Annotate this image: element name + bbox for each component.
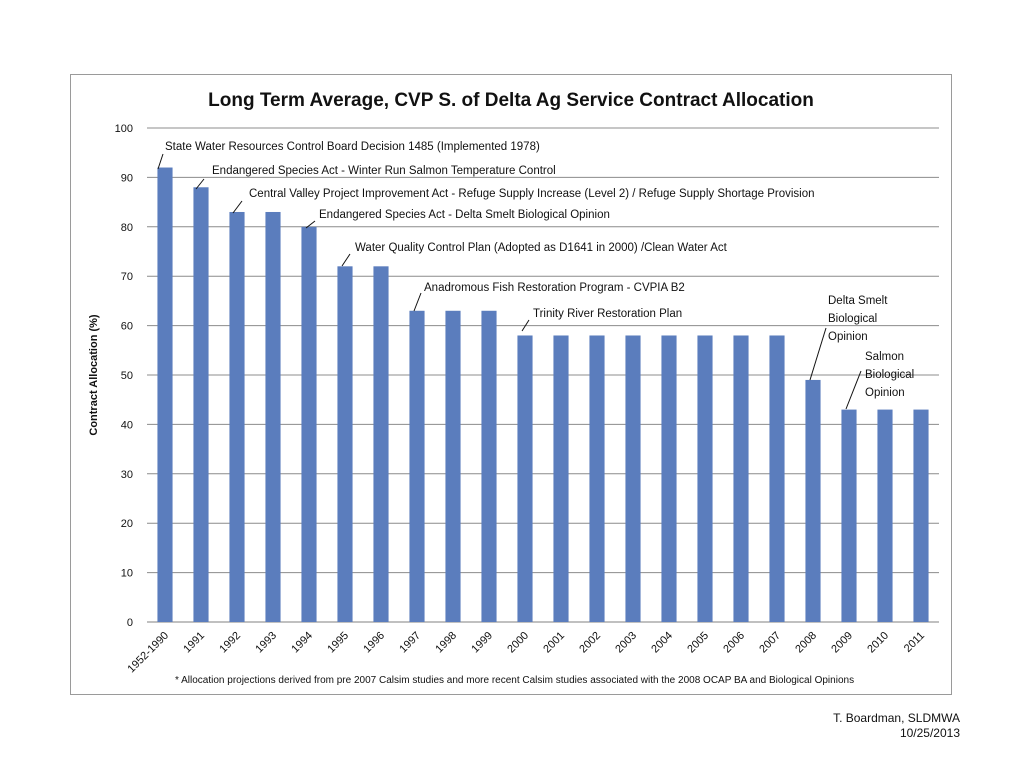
annotation-label: Endangered Species Act - Winter Run Salm… [212,165,556,177]
annotation-leader [157,153,164,170]
x-tick-label: 1997 [397,630,423,656]
y-tick-label: 10 [121,568,133,580]
x-tick-label: 2000 [505,630,531,656]
annotation-label: Opinion [865,387,905,399]
y-tick-label: 90 [121,172,133,184]
y-tick-label: 30 [121,469,133,481]
x-tick-label: 1993 [253,630,279,656]
bar [589,335,605,622]
annotation-label: Central Valley Project Improvement Act -… [249,188,815,200]
x-tick-label: 1994 [289,630,315,656]
annotation-leader [845,370,862,410]
x-tick-label: 1991 [181,630,207,656]
x-tick-label: 2006 [721,630,747,656]
x-tick-label: 2008 [793,630,819,656]
x-tick-label: 1952-1990 [125,630,171,676]
y-tick-label: 100 [115,123,133,135]
annotation-label: Opinion [828,331,868,343]
bar [301,226,317,623]
annotation-label: Trinity River Restoration Plan [533,308,682,320]
y-tick-label: 50 [121,370,133,382]
x-tick-label: 1996 [361,630,387,656]
x-tick-label: 1998 [433,630,459,656]
y-tick-label: 80 [121,222,133,234]
annotation-label: Delta Smelt [828,295,888,307]
x-tick-label: 2010 [865,630,891,656]
bar [517,335,533,622]
bar [841,409,857,622]
bar-chart: Long Term Average, CVP S. of Delta Ag Se… [88,90,939,686]
bar [337,266,353,622]
annotation-label: Biological [865,369,914,381]
x-tick-label: 2011 [902,630,927,655]
bar [157,167,173,622]
x-tick-label: 1999 [469,630,495,656]
x-tick-label: 1995 [325,630,351,656]
bar [265,211,281,623]
bar [913,409,929,622]
x-tick-label: 2005 [685,630,711,656]
x-tick-label: 2004 [649,630,675,656]
bar [409,310,425,622]
annotation-leader [521,319,530,332]
bar [445,310,461,622]
annotation-label: Salmon [865,351,904,363]
y-tick-label: 70 [121,271,133,283]
bar [661,335,677,622]
annotation-leader [232,200,243,214]
annotation-label: Anadromous Fish Restoration Program - CV… [424,282,685,294]
annotation-label: Water Quality Control Plan (Adopted as D… [355,242,728,254]
credit-author: T. Boardman, SLDMWA [833,711,960,725]
annotation-leader [809,327,827,381]
chart-frame: Long Term Average, CVP S. of Delta Ag Se… [70,74,952,695]
annotation-leader [413,292,422,312]
bar [193,187,209,622]
y-tick-label: 20 [121,518,133,530]
annotation-label: Biological [828,313,877,325]
annotation-label: Endangered Species Act - Delta Smelt Bio… [319,209,610,221]
y-tick-label: 60 [121,321,133,333]
x-tick-label: 2002 [577,630,603,656]
chart-title: Long Term Average, CVP S. of Delta Ag Se… [208,90,814,111]
y-tick-label: 0 [127,617,133,629]
y-axis-label: Contract Allocation (%) [88,314,100,436]
footnote: * Allocation projections derived from pr… [175,675,854,686]
bar [481,310,497,622]
bar [769,335,785,622]
bar [553,335,569,622]
x-tick-label: 2007 [757,630,783,656]
bar [697,335,713,622]
bar [229,211,245,623]
x-tick-label: 1992 [217,630,243,656]
y-tick-label: 40 [121,419,133,431]
annotation-leader [341,253,351,267]
annotation-label: State Water Resources Control Board Deci… [165,141,540,153]
bar [373,266,389,622]
x-tick-label: 2001 [541,630,567,656]
bar [877,409,893,622]
x-tick-label: 2003 [613,630,639,656]
bar [625,335,641,622]
annotation-leader [305,220,316,229]
credit-date: 10/25/2013 [899,726,960,740]
annotation-leader [195,178,205,190]
bar [733,335,749,622]
x-tick-label: 2009 [829,630,855,656]
bar [805,379,821,622]
